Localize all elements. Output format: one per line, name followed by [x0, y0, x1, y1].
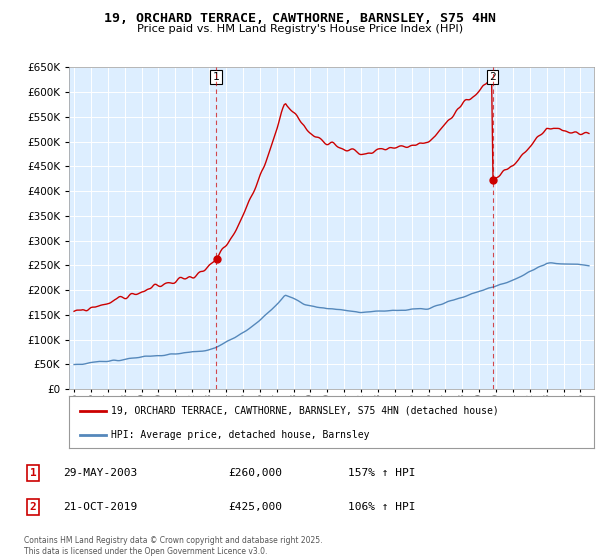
Text: 1: 1: [29, 468, 37, 478]
Text: Price paid vs. HM Land Registry's House Price Index (HPI): Price paid vs. HM Land Registry's House …: [137, 24, 463, 34]
Text: Contains HM Land Registry data © Crown copyright and database right 2025.
This d: Contains HM Land Registry data © Crown c…: [24, 536, 323, 556]
Text: 106% ↑ HPI: 106% ↑ HPI: [348, 502, 415, 512]
Text: 2: 2: [29, 502, 37, 512]
Text: HPI: Average price, detached house, Barnsley: HPI: Average price, detached house, Barn…: [111, 430, 370, 440]
Text: 19, ORCHARD TERRACE, CAWTHORNE, BARNSLEY, S75 4HN: 19, ORCHARD TERRACE, CAWTHORNE, BARNSLEY…: [104, 12, 496, 25]
Text: 21-OCT-2019: 21-OCT-2019: [63, 502, 137, 512]
Text: £425,000: £425,000: [228, 502, 282, 512]
Text: 19, ORCHARD TERRACE, CAWTHORNE, BARNSLEY, S75 4HN (detached house): 19, ORCHARD TERRACE, CAWTHORNE, BARNSLEY…: [111, 406, 499, 416]
Text: 1: 1: [212, 72, 220, 82]
Text: 157% ↑ HPI: 157% ↑ HPI: [348, 468, 415, 478]
Text: 29-MAY-2003: 29-MAY-2003: [63, 468, 137, 478]
Text: 2: 2: [490, 72, 496, 82]
Text: £260,000: £260,000: [228, 468, 282, 478]
